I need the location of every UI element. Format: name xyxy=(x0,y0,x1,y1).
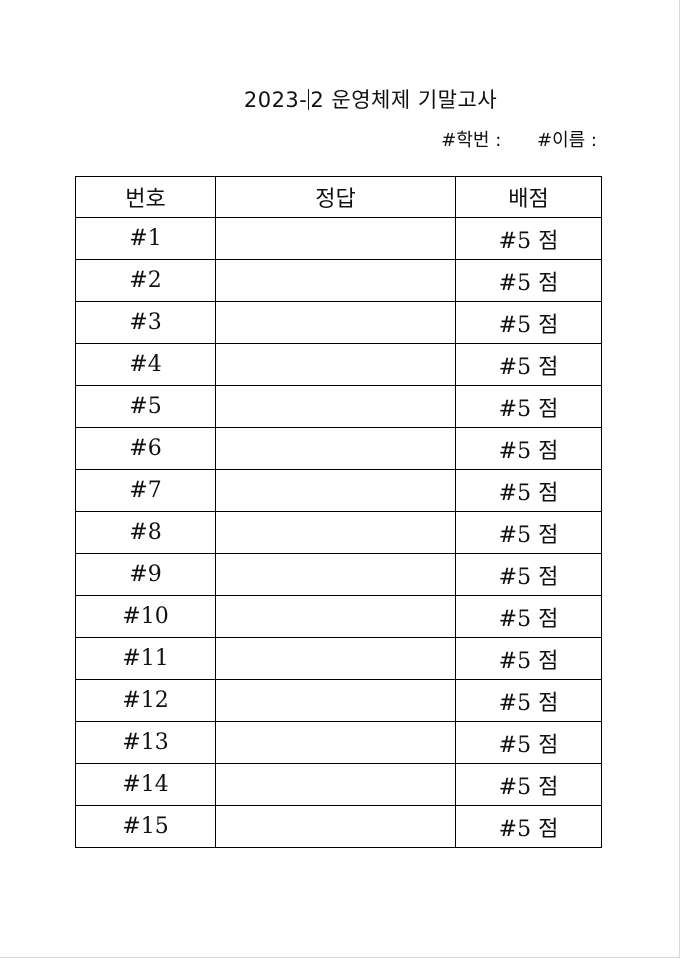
answer-cell[interactable] xyxy=(215,763,456,806)
score-cell: #5 점 xyxy=(455,259,602,302)
question-number-cell: #3 xyxy=(75,301,216,344)
header-score: 배점 xyxy=(455,176,602,218)
answer-cell[interactable] xyxy=(215,259,456,302)
score-cell: #5 점 xyxy=(455,553,602,596)
score-cell: #5 점 xyxy=(455,343,602,386)
score-cell: #5 점 xyxy=(455,427,602,470)
question-number-cell: #14 xyxy=(75,763,216,806)
table-row: #7 #5 점 xyxy=(75,469,602,512)
score-cell: #5 점 xyxy=(455,805,602,848)
question-number-cell: #2 xyxy=(75,259,216,302)
question-number-cell: #9 xyxy=(75,553,216,596)
table-header-row: 번호 정답 배점 xyxy=(75,176,602,218)
question-number-cell: #1 xyxy=(75,217,216,260)
table-row: #9 #5 점 xyxy=(75,553,602,596)
student-info-line: #학번 : #이름 : xyxy=(441,126,597,152)
answer-cell[interactable] xyxy=(215,679,456,722)
answer-cell[interactable] xyxy=(215,721,456,764)
answer-cell[interactable] xyxy=(215,469,456,512)
answer-cell[interactable] xyxy=(215,511,456,554)
score-cell: #5 점 xyxy=(455,511,602,554)
table-row: #4 #5 점 xyxy=(75,343,602,386)
score-cell: #5 점 xyxy=(455,217,602,260)
student-id-label[interactable]: #학번 : xyxy=(441,130,502,151)
answer-table: 번호 정답 배점 #1 #5 점 #2 #5 점 #3 #5 점 #4 #5 점 #5 #5 점 #… xyxy=(75,176,602,848)
name-label[interactable]: #이름 : xyxy=(537,130,597,151)
question-number-cell: #13 xyxy=(75,721,216,764)
answer-cell[interactable] xyxy=(215,301,456,344)
score-cell: #5 점 xyxy=(455,469,602,512)
question-number-cell: #5 xyxy=(75,385,216,428)
question-number-cell: #6 xyxy=(75,427,216,470)
score-cell: #5 점 xyxy=(455,679,602,722)
answer-cell[interactable] xyxy=(215,595,456,638)
score-cell: #5 점 xyxy=(455,721,602,764)
table-row: #6 #5 점 xyxy=(75,427,602,470)
table-row: #13 #5 점 xyxy=(75,721,602,764)
question-number-cell: #11 xyxy=(75,637,216,680)
header-answer: 정답 xyxy=(215,176,456,218)
table-row: #14 #5 점 xyxy=(75,763,602,806)
answer-cell[interactable] xyxy=(215,427,456,470)
text-cursor xyxy=(308,89,310,110)
score-cell: #5 점 xyxy=(455,301,602,344)
table-row: #5 #5 점 xyxy=(75,385,602,428)
table-row: #1 #5 점 xyxy=(75,217,602,260)
table-row: #15 #5 점 xyxy=(75,805,602,848)
answer-cell[interactable] xyxy=(215,637,456,680)
question-number-cell: #8 xyxy=(75,511,216,554)
header-number: 번호 xyxy=(75,176,216,218)
question-number-cell: #10 xyxy=(75,595,216,638)
answer-cell[interactable] xyxy=(215,805,456,848)
score-cell: #5 점 xyxy=(455,637,602,680)
title-year: 2023- xyxy=(243,88,308,112)
document-title: 2023- 2 운영체제 기말고사 xyxy=(0,84,681,114)
answer-cell[interactable] xyxy=(215,343,456,386)
table-row: #10 #5 점 xyxy=(75,595,602,638)
answer-cell[interactable] xyxy=(215,385,456,428)
title-rest: 2 운영체제 기말고사 xyxy=(310,88,498,112)
question-number-cell: #4 xyxy=(75,343,216,386)
table-row: #11 #5 점 xyxy=(75,637,602,680)
question-number-cell: #15 xyxy=(75,805,216,848)
question-number-cell: #7 xyxy=(75,469,216,512)
table-row: #3 #5 점 xyxy=(75,301,602,344)
score-cell: #5 점 xyxy=(455,763,602,806)
question-number-cell: #12 xyxy=(75,679,216,722)
score-cell: #5 점 xyxy=(455,595,602,638)
table-row: #12 #5 점 xyxy=(75,679,602,722)
answer-cell[interactable] xyxy=(215,217,456,260)
score-cell: #5 점 xyxy=(455,385,602,428)
answer-cell[interactable] xyxy=(215,553,456,596)
table-row: #8 #5 점 xyxy=(75,511,602,554)
table-row: #2 #5 점 xyxy=(75,259,602,302)
